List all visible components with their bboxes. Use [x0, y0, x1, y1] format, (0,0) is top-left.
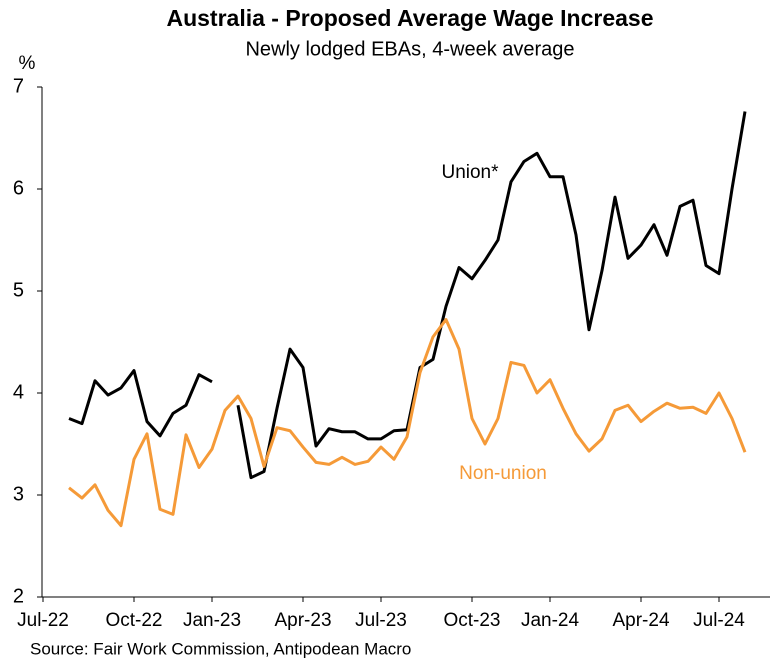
- x-tick-label: Apr-23: [274, 610, 331, 631]
- x-tick-label: Oct-22: [105, 610, 162, 631]
- x-tick-label: Jul-23: [355, 610, 407, 631]
- x-tick-label: Jul-24: [693, 610, 745, 631]
- y-tick-label: 6: [13, 177, 24, 199]
- series-annotation: Non-union: [459, 463, 547, 484]
- source-note: Source: Fair Work Commission, Antipodean…: [30, 639, 411, 658]
- y-axis-label: %: [19, 53, 36, 74]
- y-tick-label: 3: [13, 483, 24, 505]
- y-tick-label: 4: [13, 381, 24, 403]
- x-tick-label: Oct-23: [443, 610, 500, 631]
- chart-title: Australia - Proposed Average Wage Increa…: [166, 5, 653, 31]
- chart-subtitle: Newly lodged EBAs, 4-week average: [245, 38, 574, 60]
- y-tick-label: 2: [13, 585, 24, 607]
- x-tick-label: Jan-23: [183, 610, 241, 631]
- series-annotation: Union*: [441, 162, 499, 183]
- series-line: [68, 111, 747, 480]
- series-line: [68, 318, 747, 528]
- y-tick-label: 7: [13, 75, 24, 97]
- x-tick-label: Jul-22: [17, 610, 69, 631]
- x-tick-label: Apr-24: [612, 610, 669, 631]
- x-tick-label: Jan-24: [521, 610, 580, 631]
- y-tick-label: 5: [13, 279, 24, 301]
